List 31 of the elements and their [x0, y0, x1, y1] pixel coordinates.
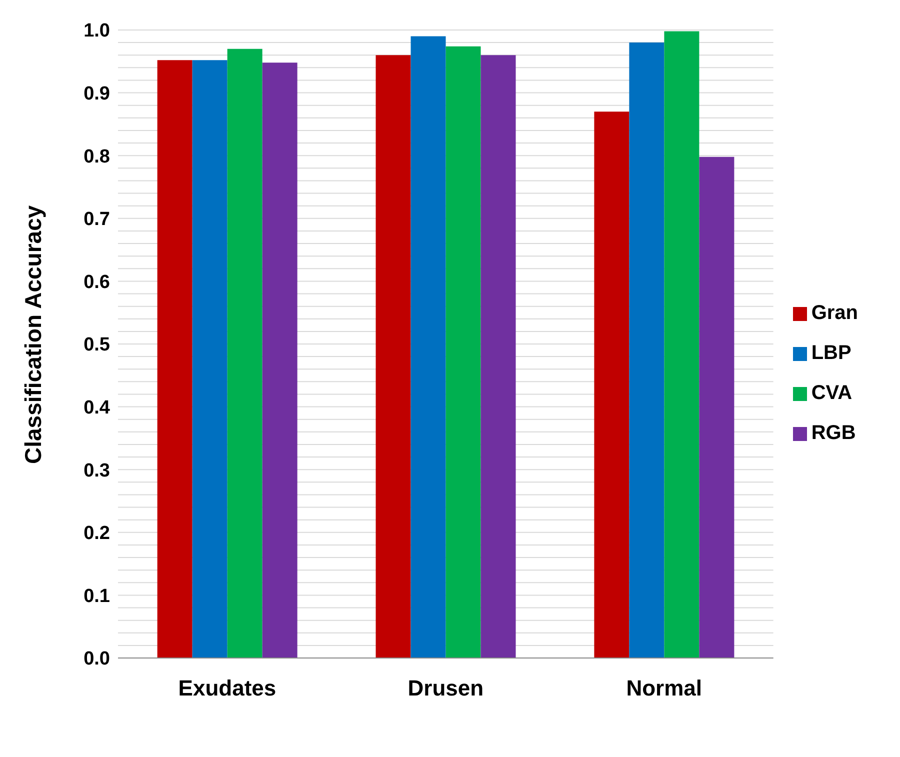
bar: [410, 36, 446, 658]
bar: [262, 62, 298, 658]
y-tick-label: 0.4: [84, 398, 110, 419]
y-tick-label: 0.6: [84, 272, 110, 293]
y-tick-label: 0.2: [84, 523, 110, 544]
bar: [594, 112, 630, 658]
x-tick-label: Exudates: [178, 676, 276, 701]
x-tick-label: Normal: [626, 676, 702, 701]
legend-label: CVA: [811, 382, 852, 404]
bar: [376, 55, 411, 658]
bar: [480, 55, 516, 658]
y-tick-label: 0.0: [84, 648, 110, 670]
legend-label: RGB: [811, 422, 856, 444]
y-tick-label: 0.9: [84, 84, 110, 105]
bar: [446, 46, 481, 658]
y-axis-title: Classification Accuracy: [20, 205, 46, 464]
legend-label: LBP: [811, 342, 852, 364]
bar: [157, 60, 192, 658]
bar: [699, 156, 734, 658]
bar: [664, 31, 700, 658]
y-tick-label: 0.8: [84, 146, 110, 168]
bar: [629, 42, 664, 658]
y-tick-label: 0.1: [84, 586, 110, 607]
y-tick-label: 1.0: [84, 20, 110, 42]
y-tick-label: 0.5: [84, 334, 110, 356]
y-tick-label: 0.7: [84, 209, 110, 230]
legend-label: Gran: [811, 302, 858, 324]
y-tick-label: 0.3: [84, 460, 110, 482]
bar: [192, 60, 228, 658]
x-tick-label: Drusen: [408, 676, 484, 701]
bar: [227, 48, 262, 658]
